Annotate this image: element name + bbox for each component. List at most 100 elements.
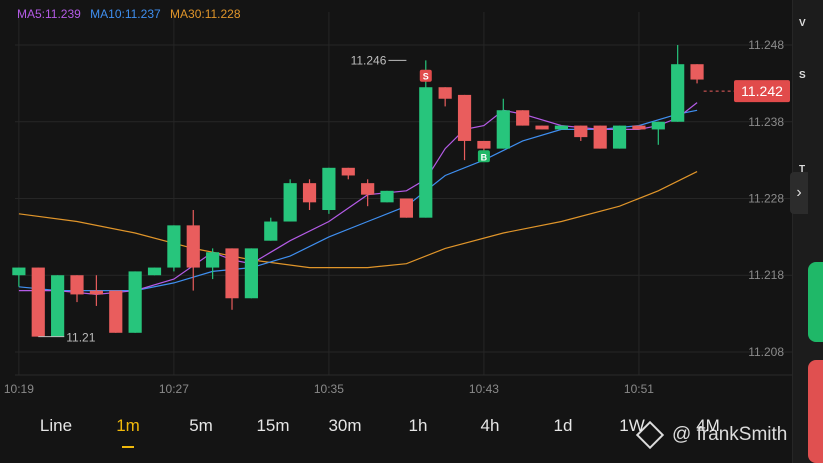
- candle: [496, 98, 510, 149]
- candle-body: [399, 198, 413, 218]
- candle: [574, 125, 588, 141]
- candle-body: [109, 290, 123, 333]
- candle: [109, 290, 123, 333]
- timeframe-1w[interactable]: 1W: [619, 416, 645, 435]
- y-tick-label: 11.208: [748, 345, 784, 359]
- candle-body: [651, 121, 665, 130]
- candle-body: [438, 87, 452, 99]
- chevron-right-icon[interactable]: ›: [790, 172, 808, 214]
- candle: [51, 275, 65, 337]
- candle: [690, 64, 704, 84]
- candle-body: [457, 94, 472, 141]
- candle-body: [593, 125, 607, 149]
- candle-body: [225, 248, 239, 299]
- candle-body: [31, 267, 45, 337]
- x-tick-label: 10:35: [314, 382, 344, 396]
- candle: [632, 125, 646, 130]
- candle-body: [690, 64, 704, 80]
- right-panel-letter-t: T: [799, 164, 806, 175]
- candles: [12, 45, 704, 337]
- candle: [341, 167, 355, 180]
- candle-body: [477, 140, 491, 149]
- binance-logo-icon: [635, 420, 665, 450]
- candle-body: [89, 290, 103, 295]
- candle-body: [51, 275, 65, 337]
- low-annotation-label: 11.21: [66, 331, 95, 345]
- candle-body: [554, 125, 569, 130]
- ma10-legend: MA10:11.237: [90, 7, 161, 21]
- candle: [128, 271, 142, 333]
- candle: [593, 125, 607, 149]
- candle: [671, 45, 685, 122]
- candle: [206, 248, 220, 280]
- timeframe-15m[interactable]: 15m: [256, 416, 290, 435]
- candle-body: [535, 125, 549, 130]
- candle: [283, 179, 297, 222]
- watermark-text: @ frankSmith: [672, 424, 788, 445]
- timeframe-1m[interactable]: 1m: [116, 416, 140, 435]
- candle: [380, 190, 394, 203]
- candle-body: [632, 125, 646, 130]
- candle: [535, 125, 549, 130]
- sell-button-edge[interactable]: [808, 360, 823, 463]
- right-panel-letter-s: S: [799, 70, 806, 81]
- candle: [12, 267, 26, 287]
- timeframe-4h[interactable]: 4h: [480, 416, 500, 435]
- candle-body: [167, 225, 181, 268]
- marker-badge: [477, 150, 490, 163]
- candle-body: [244, 248, 258, 299]
- timeframe-line[interactable]: Line: [39, 416, 73, 435]
- y-tick-label: 11.248: [748, 38, 784, 52]
- candle-body: [302, 183, 317, 203]
- y-tick-label: 11.228: [748, 192, 784, 206]
- candle-body: [70, 275, 84, 295]
- candle: [89, 275, 103, 306]
- marker-label: B: [481, 152, 488, 162]
- candle-body: [516, 110, 530, 126]
- last-price-label: 11.242: [741, 83, 783, 99]
- x-tick-label: 10:43: [469, 382, 499, 396]
- candle: [225, 248, 239, 310]
- ma30-line: [18, 171, 698, 269]
- x-tick-label: 10:51: [624, 382, 654, 396]
- sell-marker: S: [419, 69, 432, 82]
- timeframe-1h[interactable]: 1h: [408, 416, 428, 435]
- marker-badge: [419, 69, 432, 82]
- buy-button-edge[interactable]: [808, 262, 823, 342]
- candle: [167, 225, 181, 272]
- x-tick-label: 10:27: [159, 382, 189, 396]
- timeframe-1d[interactable]: 1d: [553, 416, 573, 435]
- candle: [516, 110, 530, 126]
- candle-body: [264, 221, 278, 241]
- candle-body: [147, 267, 162, 276]
- axis-labels: 11.248 11.238 11.228 11.218 11.208 10:19 10:27…: [4, 38, 784, 396]
- timeframe-30m[interactable]: 30m: [328, 416, 362, 435]
- watermark: @ frankSmith: [635, 420, 788, 450]
- ma30-legend: MA30:11.228: [170, 7, 241, 21]
- candle-body: [361, 183, 375, 195]
- candle-body: [341, 167, 355, 176]
- candle: [651, 121, 665, 145]
- candle-body: [419, 87, 433, 218]
- candle-body: [496, 110, 510, 149]
- candle-body: [612, 125, 627, 149]
- candle: [70, 275, 84, 303]
- candle-body: [128, 271, 142, 333]
- active-timeframe-underline: [122, 446, 134, 448]
- candle: [399, 198, 413, 218]
- candle-body: [380, 190, 394, 203]
- candle: [31, 267, 45, 337]
- annotations: 11.242 11.246 11.21 S B: [38, 53, 790, 345]
- x-tick-label: 10:19: [4, 382, 34, 396]
- candle: [264, 217, 278, 241]
- timeframe-5m[interactable]: 5m: [189, 416, 213, 435]
- candle-body: [206, 252, 220, 268]
- marker-label: S: [423, 72, 429, 82]
- y-tick-label: 11.238: [748, 115, 784, 129]
- candle-body: [186, 225, 200, 268]
- candle-body: [322, 167, 336, 211]
- last-price-badge: [734, 80, 790, 103]
- right-panel-letter-v: V: [799, 18, 806, 29]
- timeframe-4m[interactable]: 4M: [696, 416, 720, 435]
- timeframe-bar: Line 1m 5m 15m 30m 1h 4h 1d 1W 4M: [0, 416, 790, 456]
